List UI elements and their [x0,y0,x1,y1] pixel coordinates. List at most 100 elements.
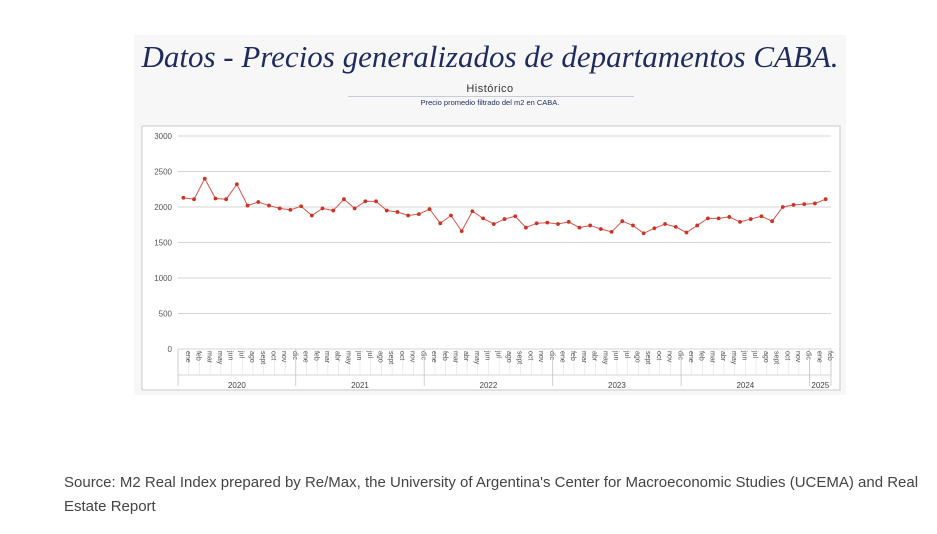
year-label: 2020 [228,381,246,390]
data-point [566,220,571,224]
x-tick-label: may [601,351,608,365]
x-tick-label: jun [741,350,748,360]
data-point [545,220,550,225]
data-point [705,216,710,221]
data-point [491,222,496,226]
data-point [395,210,400,214]
data-point [598,227,603,231]
x-tick-label: nov [794,351,801,363]
data-point [748,217,753,221]
x-tick-label: mar [580,351,587,364]
x-tick-label: jul [623,350,630,358]
year-label: 2024 [736,381,754,390]
x-tick-label: abr [719,351,726,362]
data-point [684,230,689,235]
data-point [663,222,667,226]
x-tick-label: feb [195,351,202,361]
data-point [181,195,186,200]
data-point [631,223,635,228]
x-tick-label: oct [655,351,662,360]
y-tick-label: 2500 [154,168,172,177]
x-tick-label: ene [302,351,309,363]
x-tick-label: jul [494,350,501,358]
data-point [406,213,411,218]
y-tick-label: 1000 [154,274,172,283]
data-point [695,223,700,228]
data-point [470,209,475,214]
x-tick-label: feb [569,351,576,361]
data-point [813,201,817,206]
y-tick-label: 3000 [154,132,172,141]
x-tick-label: mar [323,351,330,364]
data-point [556,222,560,226]
data-point [524,225,528,230]
x-tick-label: feb [441,351,448,361]
data-point [770,219,775,224]
data-point [352,206,357,211]
x-tick-label: oct [269,351,276,360]
x-tick-label: sept [387,351,394,364]
x-tick-label: ene [430,351,437,363]
data-point [224,197,229,202]
data-point [780,205,785,209]
x-tick-label: jun [484,350,491,360]
x-tick-label: may [730,351,737,365]
data-point [384,208,389,213]
data-point [213,196,218,201]
year-label: 2025 [811,381,829,390]
data-point [320,206,325,211]
x-tick-label: dic [419,351,426,360]
x-tick-label: may [344,351,351,365]
x-tick-label: feb [312,351,319,361]
x-tick-label: ago [377,351,384,363]
source-note: Source: M2 Real Index prepared by Re/Max… [64,474,919,515]
data-point [331,208,336,213]
x-tick-label: ago [762,351,769,363]
data-point [416,212,421,217]
data-point [277,206,282,211]
x-tick-label: sept [259,351,266,364]
x-tick-label: may [216,351,223,365]
data-point [288,207,293,212]
data-point [738,220,742,224]
x-tick-label: dic [676,351,683,360]
x-tick-label: ene [687,351,694,363]
subtitle-divider [348,96,634,97]
x-tick-label: ago [505,351,512,363]
data-point [202,176,207,181]
y-tick-label: 2000 [154,203,172,212]
x-tick-label: abr [591,351,598,362]
data-point [309,213,314,218]
x-tick-label: nov [409,351,416,363]
x-tick-label: mar [451,351,458,364]
x-tick-label: nov [280,351,287,363]
data-point [577,225,582,230]
x-tick-label: oct [783,351,790,360]
data-point [481,216,485,221]
chart-caption: Precio promedio filtrado del m2 en CABA. [420,98,560,107]
x-tick-label: jul [366,350,373,358]
data-point [534,221,539,226]
x-tick-label: nov [666,351,673,363]
chart-figure: Datos - Precios generalizados de departa… [134,35,846,395]
data-point [802,202,807,207]
y-tick-label: 500 [159,310,173,319]
x-tick-label: jul [751,350,758,358]
data-point [502,217,507,221]
data-point [727,215,732,219]
data-point [267,203,271,208]
data-point [652,226,657,231]
data-point [641,231,646,236]
x-tick-label: sept [773,351,780,364]
page-title: Datos - Precios generalizados de departa… [141,39,839,74]
chart-subtitle: Histórico [466,83,514,95]
x-tick-label: sept [644,351,651,364]
x-tick-label: dic [291,351,298,360]
data-point [459,229,464,234]
x-tick-label: dic [805,351,812,360]
x-tick-label: feb [826,351,833,361]
x-tick-label: jun [612,350,619,360]
data-point [342,197,346,202]
data-point [245,203,250,208]
